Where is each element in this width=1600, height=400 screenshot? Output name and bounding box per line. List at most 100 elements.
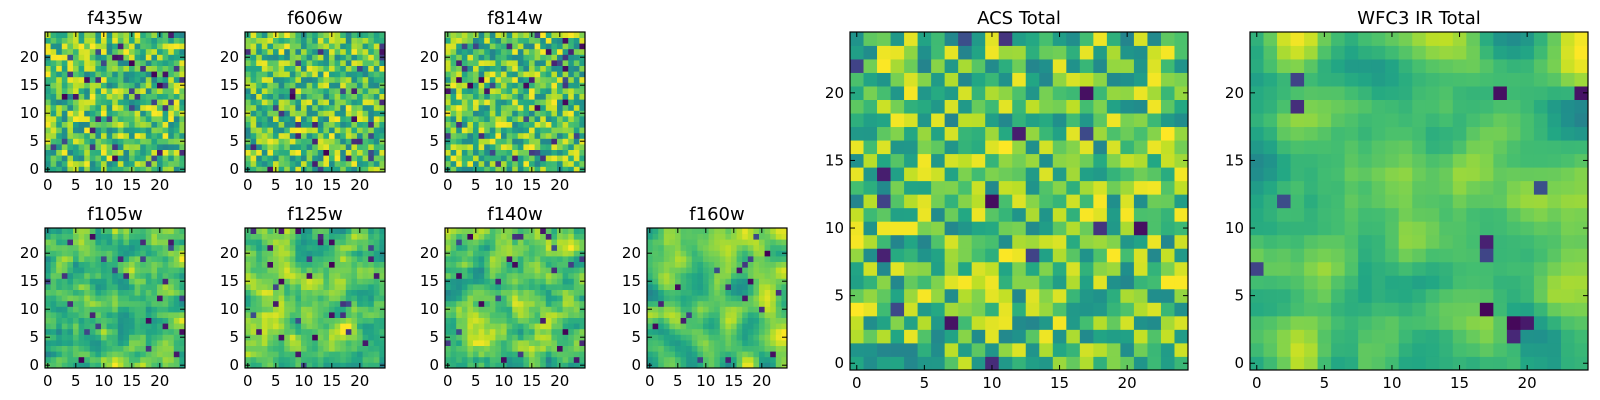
heatmap-cell: [529, 82, 535, 89]
heatmap-cell: [1120, 180, 1135, 195]
heatmap-cell: [112, 351, 119, 358]
heatmap-cell: [512, 244, 519, 251]
heatmap-cell: [985, 207, 1000, 222]
heatmap-cell: [545, 362, 552, 369]
heatmap-cell: [489, 149, 496, 156]
heatmap-cell: [484, 43, 491, 50]
heatmap-cell: [134, 149, 141, 156]
heatmap-cell: [50, 82, 57, 89]
heatmap-cell: [173, 323, 180, 330]
heatmap-cell: [904, 261, 918, 276]
heatmap-cell: [506, 43, 513, 50]
heatmap-cell: [450, 166, 457, 173]
heatmap-cell: [145, 93, 152, 100]
heatmap-cell: [506, 345, 513, 352]
heatmap-cell: [273, 351, 279, 358]
heatmap-cell: [334, 244, 341, 251]
heatmap-cell: [373, 37, 380, 44]
heatmap-cell: [368, 334, 375, 341]
heatmap-cell: [73, 345, 79, 352]
heatmap-cell: [1120, 221, 1135, 236]
heatmap-cell: [345, 144, 352, 150]
heatmap-cell: [478, 239, 485, 246]
heatmap-cell: [461, 356, 468, 363]
heatmap-cell: [61, 88, 68, 94]
heatmap-cell: [461, 250, 468, 257]
heatmap-cell: [523, 228, 530, 234]
heatmap-cell: [89, 65, 96, 72]
heatmap-cell: [703, 256, 709, 262]
heatmap-cell: [517, 239, 524, 246]
heatmap-cell: [73, 267, 79, 274]
heatmap-cell: [89, 356, 96, 363]
heatmap-cell: [334, 340, 341, 346]
heatmap-cell: [140, 54, 147, 61]
heatmap-cell: [173, 88, 180, 94]
heatmap-cell: [101, 37, 107, 44]
heatmap-cell: [573, 345, 580, 352]
heatmap-cell: [917, 315, 932, 330]
heatmap-cell: [329, 149, 335, 156]
heatmap-cell: [529, 48, 535, 55]
heatmap-cell: [764, 340, 771, 346]
heatmap-cell: [495, 93, 502, 100]
heatmap-cell: [958, 302, 973, 317]
heatmap-cell: [450, 121, 457, 128]
heatmap-cell: [140, 60, 147, 66]
heatmap-cell: [129, 356, 135, 363]
heatmap-cell: [691, 244, 698, 251]
heatmap-cell: [250, 116, 257, 122]
heatmap-cell: [67, 284, 74, 290]
heatmap-cell: [517, 250, 524, 257]
heatmap-cell: [284, 121, 291, 128]
heatmap-cell: [747, 351, 754, 358]
heatmap-cell: [357, 284, 363, 290]
heatmap-cell: [145, 295, 152, 302]
heatmap-cell: [379, 228, 386, 234]
heatmap-cell: [456, 88, 463, 94]
heatmap-cell: [329, 54, 335, 61]
heatmap-cell: [573, 155, 580, 162]
heatmap-cell: [261, 306, 268, 313]
heatmap-cell: [904, 207, 918, 222]
heatmap-cell: [517, 362, 524, 369]
heatmap-cell: [534, 228, 541, 234]
heatmap-cell: [495, 233, 502, 240]
heatmap-cell: [317, 99, 324, 106]
heatmap-cell: [278, 127, 285, 134]
heatmap-cell: [67, 144, 74, 150]
heatmap-cell: [289, 116, 296, 122]
heatmap-cell: [351, 323, 358, 330]
heatmap-cell: [944, 261, 959, 276]
heatmap-cell: [295, 71, 302, 78]
heatmap-cell: [770, 261, 777, 268]
heatmap-cell: [56, 60, 63, 66]
heatmap-cell: [345, 356, 352, 363]
heatmap-cell: [351, 334, 358, 341]
heatmap-cell: [157, 261, 163, 268]
heatmap-cell: [501, 351, 507, 358]
heatmap-cell: [301, 155, 307, 162]
heatmap-cell: [117, 256, 124, 262]
heatmap-cell: [579, 345, 586, 352]
heatmap-cell: [478, 104, 485, 111]
heatmap-cell: [568, 334, 575, 341]
heatmap-cell: [506, 37, 513, 44]
heatmap-cell: [340, 272, 347, 279]
heatmap-cell: [129, 334, 135, 341]
heatmap-cell: [61, 82, 68, 89]
heatmap-cell: [301, 48, 307, 55]
heatmap-cell: [545, 306, 552, 313]
heatmap-cell: [1160, 261, 1175, 276]
heatmap-cell: [456, 345, 463, 352]
y-tick-label: 15: [220, 76, 239, 94]
heatmap-cell: [506, 317, 513, 324]
heatmap-cell: [368, 60, 375, 66]
heatmap-cell: [334, 250, 341, 257]
x-tick-label: 10: [494, 372, 513, 390]
heatmap-cell: [134, 76, 141, 83]
heatmap-cell: [123, 323, 130, 330]
heatmap-cell: [78, 295, 85, 302]
heatmap-cell: [78, 278, 85, 285]
heatmap-cell: [317, 116, 324, 122]
